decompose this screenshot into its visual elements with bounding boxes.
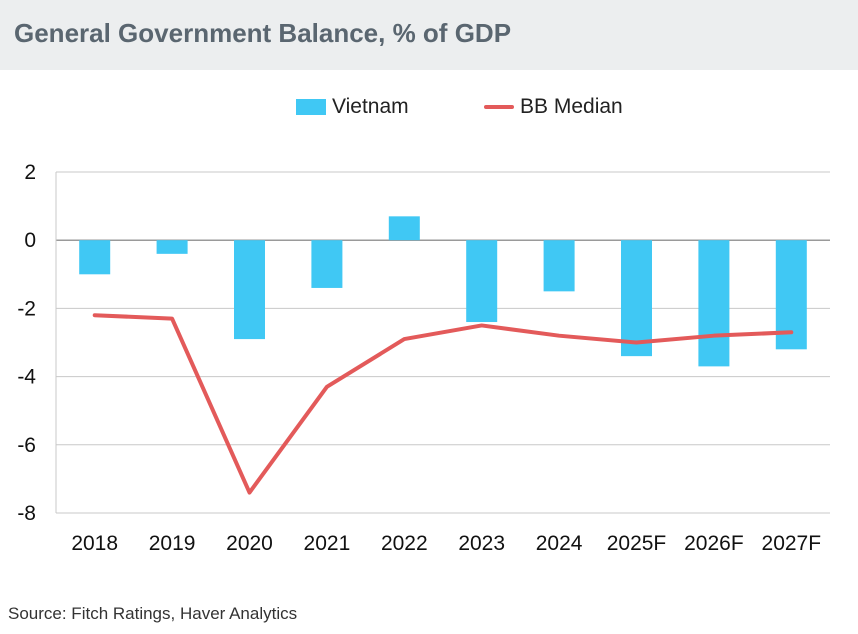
x-tick-label: 2019 [149, 532, 196, 555]
chart-header: General Government Balance, % of GDP [0, 0, 858, 70]
x-tick-label: 2021 [304, 532, 351, 555]
bar-vietnam-2019 [156, 240, 188, 254]
legend-item-bb-median: BB Median [484, 92, 623, 122]
bar-vietnam-2022 [388, 216, 420, 241]
legend-bar-swatch [296, 99, 326, 115]
x-tick-label: 2020 [226, 532, 273, 555]
x-tick-label: 2024 [536, 532, 583, 555]
x-tick-label: 2022 [381, 532, 428, 555]
bar-vietnam-2025F [621, 240, 652, 357]
chart-plot: 2 0 -2 -4 -6 -8 2018 2019 2020 2021 2022 2023 2024 20… [17, 161, 830, 555]
chart-title: General Government Balance, % of GDP [14, 18, 512, 48]
x-tick-label: 2023 [458, 532, 505, 555]
bar-vietnam-2024 [543, 240, 575, 292]
y-tick-label: -8 [17, 502, 36, 525]
y-tick-label: -6 [17, 434, 36, 457]
bar-vietnam-2021 [311, 240, 343, 288]
y-tick-label: -2 [17, 297, 36, 320]
y-tick-label: -4 [17, 366, 36, 389]
legend-label-bb-median: BB Median [520, 95, 623, 118]
bar-vietnam-2020 [234, 240, 265, 340]
y-tick-label: 0 [24, 229, 36, 252]
x-tick-label: 2026F [684, 532, 744, 555]
x-tick-label: 2018 [71, 532, 118, 555]
legend-line-swatch [484, 105, 514, 109]
source-note: Source: Fitch Ratings, Haver Analytics [8, 604, 298, 623]
legend: Vietnam BB Median [0, 92, 858, 122]
line-bb-median [92, 313, 794, 495]
x-tick-label: 2025F [607, 532, 667, 555]
bar-vietnam-2018 [79, 240, 111, 275]
bar-vietnam-2026F [698, 240, 730, 367]
legend-label-vietnam: Vietnam [332, 95, 409, 118]
legend-item-vietnam: Vietnam [296, 92, 409, 122]
bar-vietnam-2023 [466, 240, 498, 323]
x-tick-label: 2027F [762, 532, 822, 555]
y-tick-label: 2 [24, 161, 36, 184]
